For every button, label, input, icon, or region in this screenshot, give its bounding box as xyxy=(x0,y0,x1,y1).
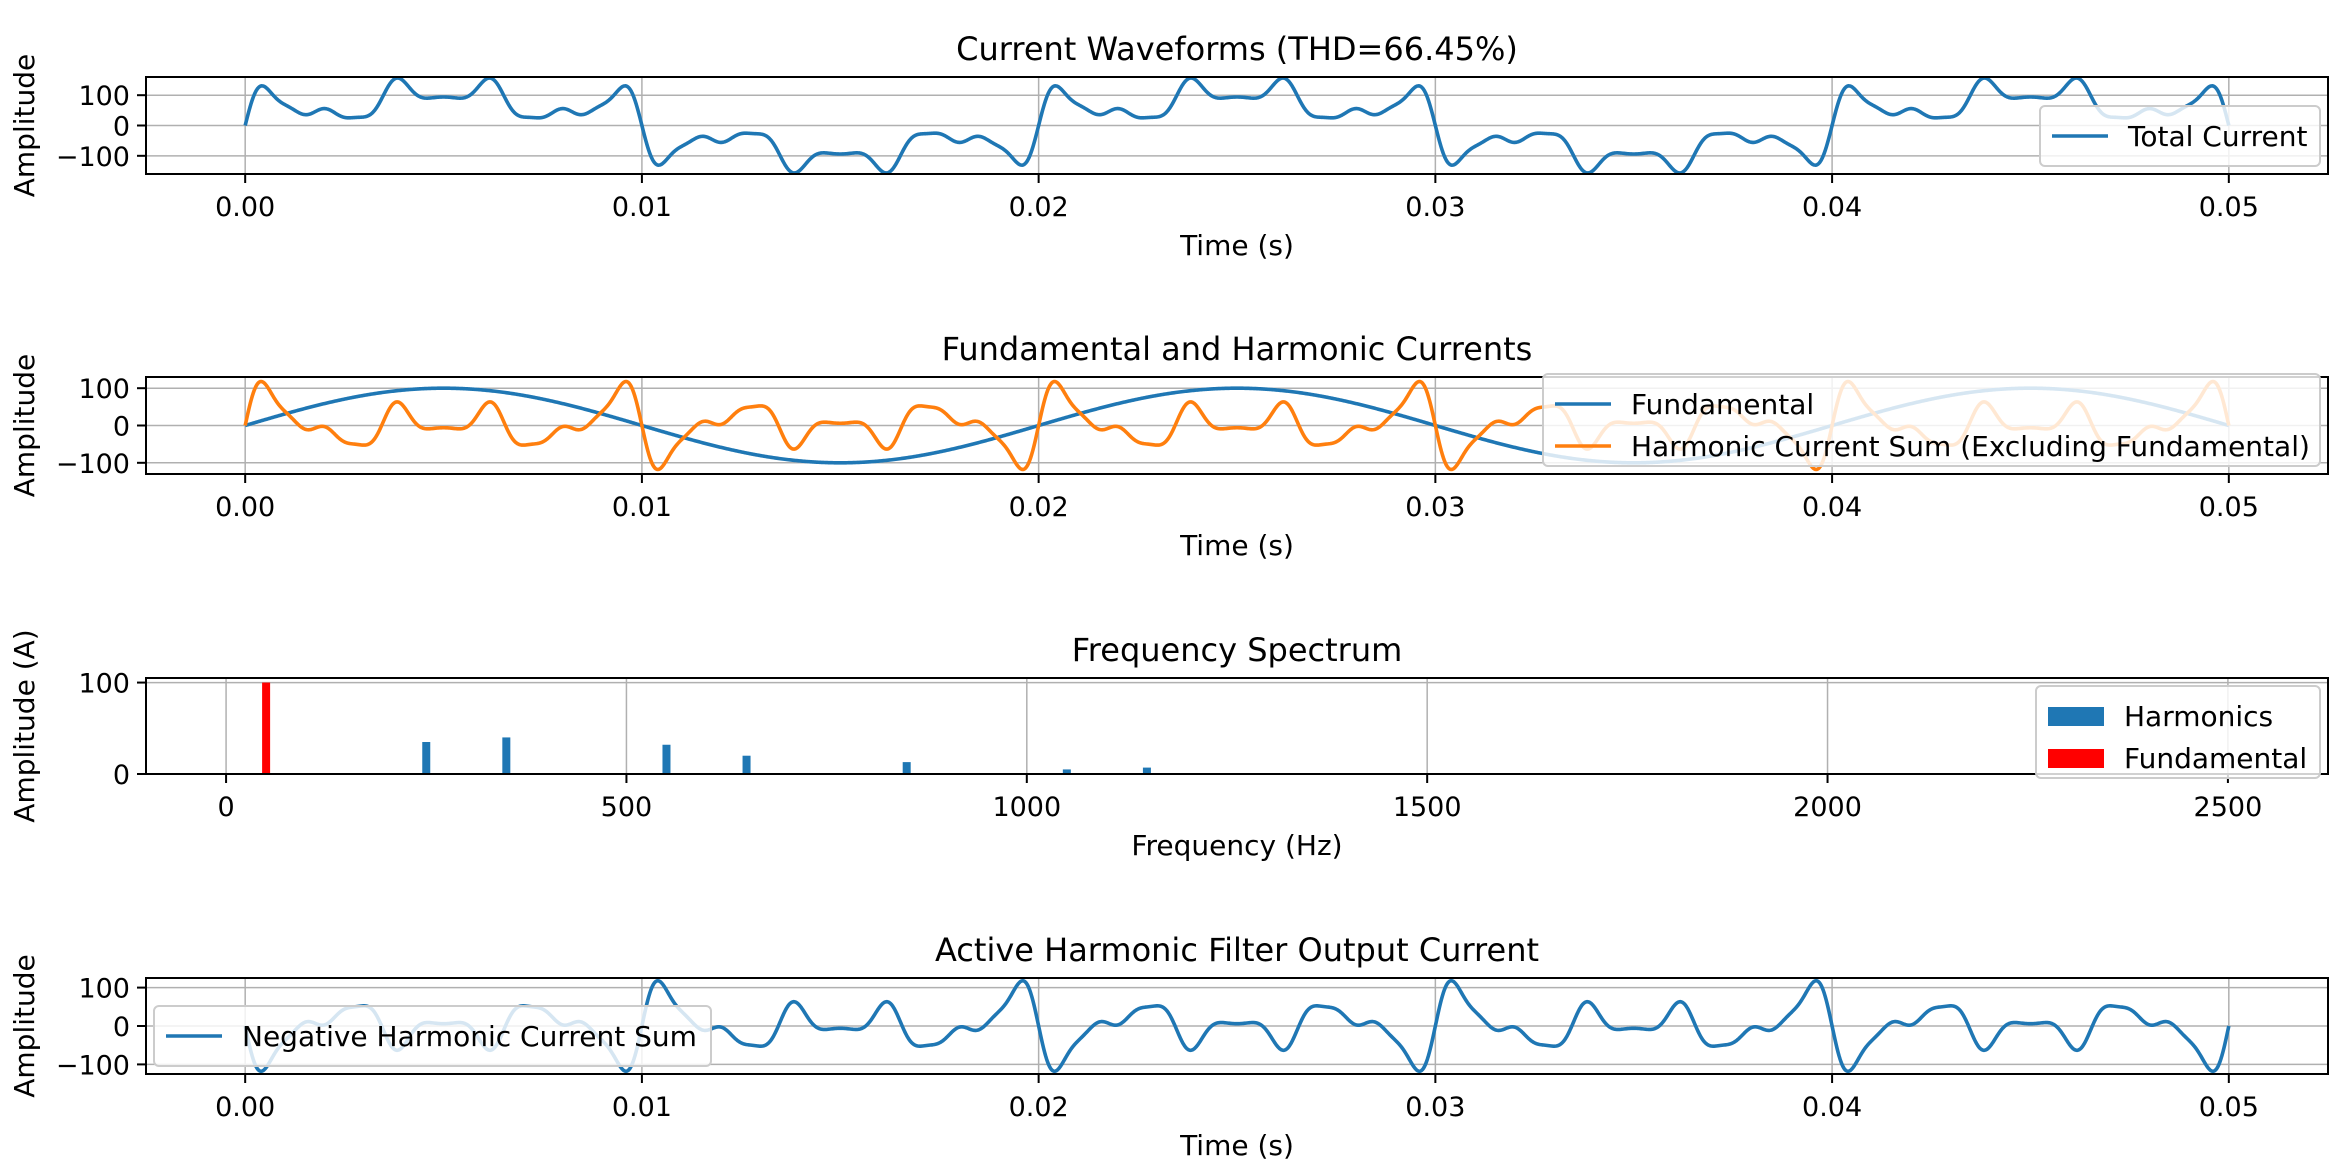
x-tick-label: 0.00 xyxy=(215,492,275,523)
x-axis-label: Time (s) xyxy=(1179,1129,1294,1160)
plot-area xyxy=(243,77,2231,174)
x-tick-label: 0.04 xyxy=(1802,1092,1862,1123)
legend-label: Fundamental xyxy=(1631,388,1814,421)
y-tick-label: 100 xyxy=(78,81,130,112)
x-tick-label: 0.01 xyxy=(612,192,672,223)
legend-label: Negative Harmonic Current Sum xyxy=(242,1020,697,1053)
legend-box xyxy=(153,1005,712,1067)
x-tick-label: 1500 xyxy=(1393,792,1462,823)
y-tick-label: 100 xyxy=(78,974,130,1005)
chart-title: Fundamental and Harmonic Currents xyxy=(942,330,1533,368)
x-tick-label: 0.00 xyxy=(215,192,275,223)
y-tick-label: 0 xyxy=(113,412,130,443)
x-axis-label: Frequency (Hz) xyxy=(1131,829,1342,862)
legend-label: Harmonic Current Sum (Excluding Fundamen… xyxy=(1631,430,2310,463)
subplot-2: 0.00 0.01 0.02 0.03 0.04 0.05 100 0 −100 Fundamen… xyxy=(8,330,2329,562)
x-tick-label: 0.02 xyxy=(1009,1092,1069,1123)
chart-title: Active Harmonic Filter Output Current xyxy=(935,931,1539,969)
bar-harmonics-4 xyxy=(742,755,751,774)
x-tick-label: 0.00 xyxy=(215,1092,275,1123)
x-tick-label: 0.01 xyxy=(612,492,672,523)
axes-frame xyxy=(145,677,2329,775)
legend-label: Harmonics xyxy=(2124,700,2273,733)
bar-fundamental-1 xyxy=(262,682,271,774)
x-tick-label: 0 xyxy=(217,792,234,823)
x-tick-label: 0.05 xyxy=(2199,492,2259,523)
y-axis-label: Amplitude (A) xyxy=(8,629,41,822)
x-tick-label: 2500 xyxy=(2194,792,2263,823)
bar-harmonics-2 xyxy=(502,737,511,774)
y-tick-label: −100 xyxy=(56,142,130,173)
x-tick-label: 0.03 xyxy=(1405,192,1465,223)
legend: Fundamental Harmonic Current Sum (Excludi… xyxy=(1542,373,2321,467)
legend: Negative Harmonic Current Sum xyxy=(153,1005,712,1067)
x-tick-label: 0.02 xyxy=(1009,492,1069,523)
x-tick-label: 500 xyxy=(601,792,653,823)
x-axis-label: Time (s) xyxy=(1179,229,1294,262)
legend-swatch xyxy=(2048,707,2104,726)
legend-label: Fundamental xyxy=(2124,742,2307,775)
legend-label: Total Current xyxy=(2127,120,2307,153)
legend-box xyxy=(1542,373,2321,467)
x-tick-label: 0.05 xyxy=(2199,1092,2259,1123)
y-tick-label: 0 xyxy=(113,1012,130,1043)
subplot-1: 0.00 0.01 0.02 0.03 0.04 0.05 1000−100 Current … xyxy=(8,30,2329,262)
series-line-1 xyxy=(243,77,2231,174)
legend-swatch xyxy=(2048,749,2104,768)
x-tick-label: 0.04 xyxy=(1802,192,1862,223)
legend-box xyxy=(2039,105,2321,167)
x-tick-label: 0.04 xyxy=(1802,492,1862,523)
bar-harmonics-1 xyxy=(422,742,431,774)
x-tick-label: 1000 xyxy=(992,792,1061,823)
y-tick-label: 0 xyxy=(113,760,130,791)
x-tick-label: 0.03 xyxy=(1405,1092,1465,1123)
y-tick-label: 100 xyxy=(78,669,130,700)
legend: Harmonics Fundamental xyxy=(2035,685,2321,779)
legend: Total Current xyxy=(2039,105,2321,167)
y-tick-label: 100 xyxy=(78,374,130,405)
x-tick-label: 0.01 xyxy=(612,1092,672,1123)
y-tick-label: −100 xyxy=(56,449,130,480)
legend-box xyxy=(2035,685,2321,779)
subplot-4: 0.00 0.01 0.02 0.03 0.04 0.05 100 0 −100 Active H… xyxy=(8,931,2329,1160)
x-tick-label: 0.05 xyxy=(2199,192,2259,223)
y-tick-label: 0 xyxy=(113,112,130,143)
plot-area xyxy=(262,682,1151,774)
bar-harmonics-5 xyxy=(902,762,911,774)
chart-title: Frequency Spectrum xyxy=(1072,631,1403,669)
x-tick-label: 0.02 xyxy=(1009,192,1069,223)
y-axis-label: Amplitude xyxy=(8,954,41,1098)
bar-harmonics-3 xyxy=(662,744,671,774)
bar-harmonics-6 xyxy=(1062,769,1071,774)
bar-harmonics-7 xyxy=(1142,767,1151,774)
y-axis-label: Amplitude xyxy=(8,354,41,498)
y-axis-label: Amplitude xyxy=(8,54,41,198)
chart-title: Current Waveforms (THD=66.45%) xyxy=(956,30,1518,68)
y-tick-label: −100 xyxy=(56,1050,130,1081)
x-tick-label: 2000 xyxy=(1793,792,1862,823)
x-axis-label: Time (s) xyxy=(1179,529,1294,562)
x-tick-label: 0.03 xyxy=(1405,492,1465,523)
